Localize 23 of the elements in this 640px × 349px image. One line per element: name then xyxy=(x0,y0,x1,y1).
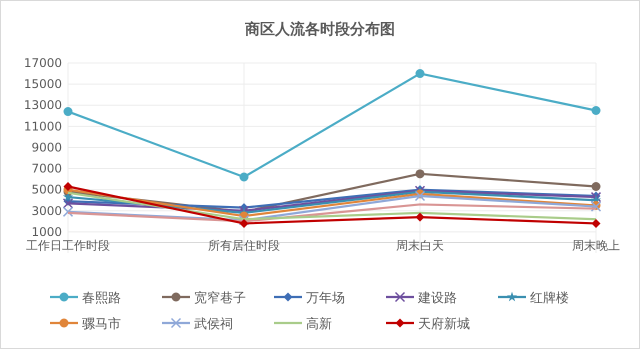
y-tick-label: 17000 xyxy=(24,56,62,70)
y-tick-label: 11000 xyxy=(24,119,62,134)
legend-label: 高新 xyxy=(306,316,332,332)
y-tick-label: 15000 xyxy=(24,77,62,92)
y-tick-label: 3000 xyxy=(31,204,62,218)
x-tick-label: 工作日工作时段 xyxy=(26,238,110,252)
y-tick-label: 7000 xyxy=(31,162,62,176)
y-tick-label: 1000 xyxy=(31,224,62,239)
x-tick-label: 周末晚上 xyxy=(572,238,620,252)
legend-label: 万年场 xyxy=(306,291,345,306)
legend-label: 天府新城 xyxy=(418,316,470,332)
y-tick-label: 5000 xyxy=(31,182,62,197)
legend-label: 红牌楼 xyxy=(530,291,569,306)
legend-label: 宽窄巷子 xyxy=(194,290,246,306)
chart-title: 商区人流各时段分布图 xyxy=(244,20,395,38)
legend-label: 武侯祠 xyxy=(194,317,233,332)
legend-label: 骡马市 xyxy=(82,317,121,332)
y-tick-label: 13000 xyxy=(24,98,62,112)
legend-label: 春熙路 xyxy=(82,291,121,306)
legend-label: 建设路 xyxy=(417,291,457,306)
x-tick-label: 所有居住时段 xyxy=(208,238,280,252)
y-tick-label: 9000 xyxy=(31,140,62,154)
x-tick-label: 周末白天 xyxy=(396,238,444,252)
